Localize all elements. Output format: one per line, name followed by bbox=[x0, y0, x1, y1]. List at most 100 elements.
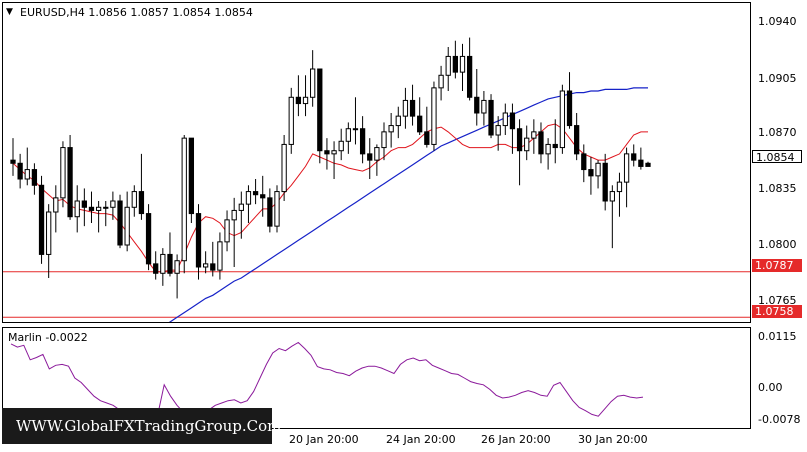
candle-body bbox=[352, 128, 359, 131]
candle-body bbox=[310, 68, 316, 98]
candle-body bbox=[117, 200, 123, 246]
indicator-tick: -0.0078 bbox=[758, 413, 801, 426]
candle-body bbox=[138, 191, 145, 215]
candle-body bbox=[288, 96, 294, 145]
candle-body bbox=[545, 143, 551, 155]
candle-body bbox=[38, 184, 45, 255]
candle-body bbox=[317, 68, 323, 152]
dropdown-icon[interactable]: ▼ bbox=[6, 7, 13, 17]
symbol-info: EURUSD,H4 1.0856 1.0857 1.0854 1.0854 bbox=[20, 6, 253, 19]
candle-body bbox=[495, 125, 501, 136]
candle-body bbox=[509, 112, 516, 130]
time-label: 24 Jan 20:00 bbox=[386, 433, 456, 446]
candle-body bbox=[438, 74, 444, 89]
candle-body bbox=[231, 209, 237, 221]
candle-body bbox=[74, 200, 80, 218]
candle-body bbox=[602, 162, 608, 202]
price-tick: 1.0835 bbox=[758, 182, 797, 195]
candle-body bbox=[538, 131, 544, 155]
candle-body bbox=[524, 137, 530, 152]
candle-body bbox=[10, 159, 16, 164]
candle-body bbox=[81, 200, 87, 208]
candle-body bbox=[466, 55, 473, 98]
candle-body bbox=[195, 213, 202, 268]
candle-body bbox=[516, 128, 523, 152]
candle-body bbox=[281, 143, 287, 193]
candle-body bbox=[616, 181, 623, 193]
candle-body bbox=[502, 112, 508, 127]
candle-body bbox=[531, 131, 537, 139]
candle-body bbox=[24, 169, 30, 180]
candle-body bbox=[60, 147, 66, 199]
candle-body bbox=[566, 90, 573, 127]
price-tick: 1.0940 bbox=[758, 15, 797, 28]
watermark-logo: WWW.GlobalFXTradingGroup.Com bbox=[2, 408, 281, 444]
time-label: 30 Jan 20:00 bbox=[578, 433, 648, 446]
indicator-title: Marlin -0.0022 bbox=[8, 331, 88, 344]
level-tag: 1.0787 bbox=[752, 259, 802, 272]
candle-body bbox=[210, 263, 216, 271]
candle-body bbox=[67, 147, 73, 218]
candle-body bbox=[395, 115, 401, 127]
candle-body bbox=[324, 150, 330, 155]
candle-body bbox=[160, 253, 166, 274]
candle-body bbox=[481, 99, 487, 114]
candle-body bbox=[559, 90, 566, 149]
candle-body bbox=[131, 191, 137, 208]
candle-body bbox=[217, 241, 223, 271]
candle-body bbox=[302, 96, 309, 105]
candle-body bbox=[402, 99, 409, 117]
level-tag: 1.0758 bbox=[752, 305, 802, 318]
candle-body bbox=[338, 140, 344, 152]
candle-body bbox=[110, 200, 116, 208]
candle-body bbox=[46, 211, 52, 255]
indicator-plot bbox=[10, 341, 644, 425]
candle-body bbox=[574, 125, 580, 155]
candle-body bbox=[274, 191, 280, 227]
candle-body bbox=[588, 169, 594, 177]
candle-body bbox=[381, 131, 387, 149]
indicator-tick: 0.0115 bbox=[758, 330, 797, 343]
price-tick: 1.0905 bbox=[758, 72, 797, 85]
candle-body bbox=[17, 162, 23, 180]
candle-body bbox=[552, 143, 558, 149]
candle-body bbox=[188, 137, 195, 215]
candle-body bbox=[260, 194, 266, 199]
candle-body bbox=[452, 55, 459, 73]
price-tick: 1.0765 bbox=[758, 294, 797, 307]
candle-body bbox=[252, 191, 259, 196]
price-pane[interactable] bbox=[2, 2, 751, 323]
candle-body bbox=[203, 263, 209, 268]
candle-body bbox=[631, 153, 637, 161]
candle-body bbox=[238, 203, 244, 211]
candle-body bbox=[95, 206, 102, 211]
candle-body bbox=[459, 55, 466, 73]
candle-body bbox=[331, 150, 337, 155]
candle-body bbox=[359, 128, 366, 155]
candle-body bbox=[417, 115, 423, 133]
time-label: 26 Jan 20:00 bbox=[481, 433, 551, 446]
price-tick: 1.0870 bbox=[758, 126, 797, 139]
candle-body bbox=[31, 169, 38, 186]
candle-body bbox=[609, 191, 615, 202]
candle-body bbox=[431, 87, 437, 145]
candle-body bbox=[88, 206, 95, 211]
price-plot bbox=[3, 37, 750, 322]
candle-body bbox=[174, 260, 180, 274]
candle-body bbox=[638, 159, 644, 167]
candle-body bbox=[245, 191, 252, 205]
candle-body bbox=[424, 131, 430, 145]
candle-body bbox=[267, 197, 273, 227]
candle-body bbox=[581, 153, 587, 171]
candle-body bbox=[224, 219, 230, 243]
candle-body bbox=[374, 147, 380, 161]
candle-body bbox=[167, 253, 173, 274]
candle-body bbox=[124, 206, 130, 246]
time-label: 20 Jan 20:00 bbox=[289, 433, 359, 446]
candle-body bbox=[145, 213, 152, 265]
current-price-tag: 1.0854 bbox=[752, 150, 802, 164]
candle-body bbox=[153, 263, 159, 274]
candle-body bbox=[445, 55, 451, 76]
marlin-line bbox=[10, 341, 644, 425]
